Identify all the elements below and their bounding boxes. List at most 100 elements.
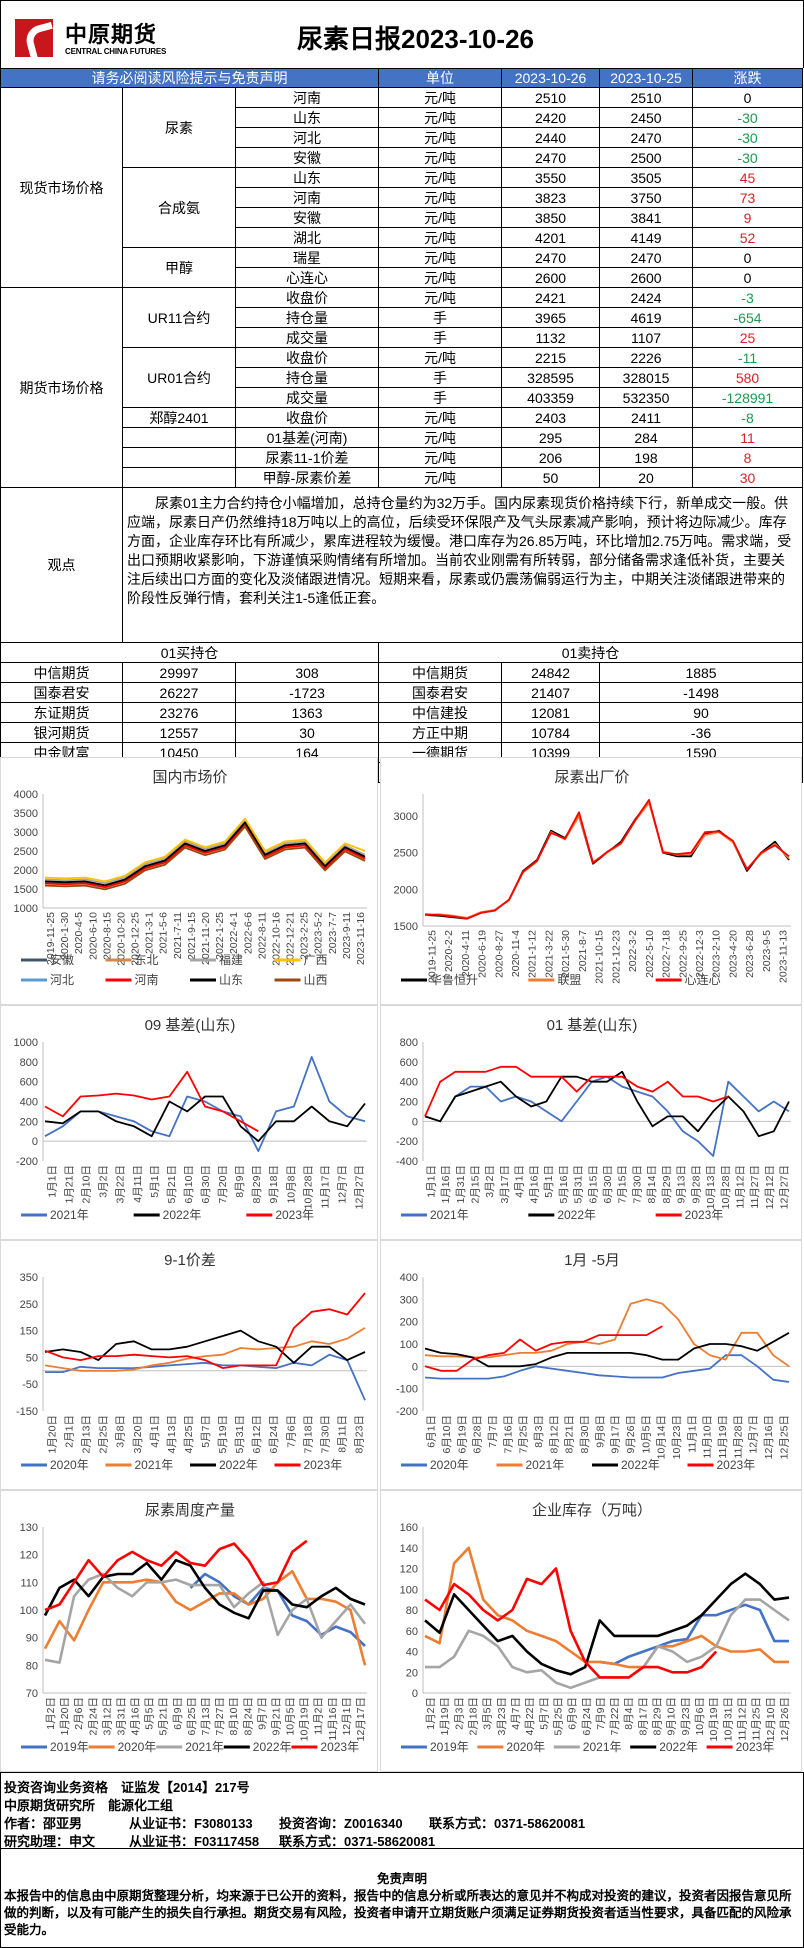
- series-line-2019年: [599, 1603, 789, 1666]
- section-label: 期货市场价格: [0, 287, 123, 488]
- x-tick-label: 2020-2-2: [443, 930, 455, 972]
- x-tick-label: 10月13日: [705, 1165, 717, 1209]
- y-tick-label: -400: [396, 1156, 418, 1168]
- y-tick-label: 2500: [394, 848, 418, 860]
- x-tick-label: 1月31日: [455, 1165, 467, 1204]
- x-tick-label: 1月1日: [47, 1165, 59, 1198]
- x-tick-label: 7月25日: [518, 1415, 530, 1454]
- chart-4: 01 基差(山东) -400 -200 0 200 400 600 800 1月1日 1月16日 1…: [380, 1005, 802, 1240]
- value-today: 2600: [501, 267, 601, 288]
- group-label: 甲醇: [122, 247, 236, 288]
- x-tick-label: 6月12日: [251, 1415, 263, 1454]
- sell-volume: 12081: [501, 702, 601, 723]
- change-value: -128991: [692, 387, 804, 408]
- unit-cell: 元/吨: [378, 167, 503, 188]
- y-tick-label: 1000: [14, 903, 38, 915]
- x-tick-label: 9月26日: [625, 1415, 637, 1454]
- y-tick-label: 800: [20, 1057, 38, 1069]
- x-tick-label: 7月16日: [502, 1415, 514, 1454]
- sell-broker: 中信期货: [378, 662, 503, 683]
- series-line-2022年: [424, 1572, 790, 1676]
- table-row: 山东 元/吨 2420 2450 -30: [1, 107, 804, 128]
- change-value: 30: [692, 467, 804, 488]
- x-tick-label: 2022-4-1: [228, 912, 240, 954]
- x-tick-label: 2023-5-2: [313, 912, 325, 954]
- x-tick-label: 5月1日: [543, 1165, 555, 1198]
- value-prev: 2500: [599, 147, 694, 168]
- value-prev: 4149: [599, 227, 694, 248]
- author-consult: 投资咨询：Z0016340: [279, 1816, 403, 1831]
- item-label: 01基差(河南): [234, 427, 380, 448]
- change-value: 45: [692, 167, 804, 188]
- item-label: 成交量: [234, 387, 380, 408]
- x-tick-label: 2020-11-4: [510, 930, 522, 977]
- item-label: 山东: [234, 167, 380, 188]
- item-label: 湖北: [234, 227, 380, 248]
- buy-change: 1363: [234, 702, 380, 723]
- value-prev: 3841: [599, 207, 694, 228]
- x-tick-label: 2021-9-15: [186, 912, 198, 960]
- x-tick-label: 2021-5-6: [158, 912, 170, 954]
- chart-title: 1月 -5月: [564, 1252, 620, 1269]
- risk-notice-link[interactable]: 请务必阅读风险提示与免责声明: [0, 68, 380, 88]
- x-tick-label: 4月22日: [524, 1697, 536, 1736]
- x-tick-label: 12月7日: [748, 1415, 760, 1454]
- series-line-2023年: [44, 1539, 308, 1612]
- x-tick-label: 10月28日: [720, 1165, 732, 1209]
- x-tick-label: 3月8日: [115, 1415, 127, 1448]
- x-tick-label: 3月2日: [98, 1165, 110, 1198]
- change-value: -11: [692, 347, 804, 368]
- x-tick-label: 9月21日: [270, 1697, 282, 1736]
- x-tick-label: 3月22日: [115, 1165, 127, 1204]
- value-today: 2420: [501, 107, 601, 128]
- x-tick-label: 2021-3-1: [144, 912, 156, 954]
- y-tick-label: 800: [400, 1037, 418, 1049]
- change-value: 0: [692, 267, 804, 288]
- x-tick-label: 2022-1-25: [214, 912, 226, 960]
- x-tick-label: 2022-7-18: [661, 930, 673, 978]
- x-tick-label: 2月25日: [98, 1415, 110, 1454]
- legend-label: 2021年: [50, 1208, 89, 1222]
- x-tick-label: 10月23日: [671, 1415, 683, 1459]
- unit-cell: 元/吨: [378, 127, 503, 148]
- series-line-山西: [44, 825, 366, 891]
- y-tick-label: 60: [406, 1626, 418, 1638]
- y-tick-label: -200: [396, 1136, 418, 1148]
- legend-label: 2022年: [219, 1458, 258, 1472]
- x-tick-label: 4月13日: [166, 1415, 178, 1454]
- y-tick-label: 0: [412, 1688, 418, 1700]
- x-tick-label: 1月1日: [425, 1165, 437, 1198]
- legend-label: 2022年: [557, 1208, 596, 1222]
- x-tick-label: 11月16日: [327, 1697, 339, 1741]
- table-row: 合成氨 山东 元/吨 3550 3505 45: [1, 167, 804, 248]
- series-line-河南: [44, 823, 366, 888]
- x-tick-label: 10月19日: [299, 1697, 311, 1741]
- change-value: -30: [692, 107, 804, 128]
- y-tick-label: 0: [412, 1116, 418, 1128]
- x-tick-label: 2月1日: [64, 1415, 76, 1448]
- x-tick-label: 2019-11-25: [45, 912, 57, 965]
- item-label: 尿素11-1价差: [234, 447, 380, 468]
- y-tick-label: 400: [400, 1272, 418, 1284]
- x-tick-label: 2020-4-5: [73, 912, 85, 954]
- change-value: -30: [692, 127, 804, 148]
- group-label: [122, 467, 236, 488]
- x-tick-label: 12月7日: [336, 1165, 348, 1204]
- y-tick-label: 100: [400, 1339, 418, 1351]
- series-line-华鲁恒升: [424, 800, 790, 920]
- x-tick-label: 8月29日: [251, 1165, 263, 1204]
- sell-broker: 中信建投: [378, 702, 503, 723]
- chart-5: 9-1价差 -150 -50 50 150 250 350 1月20日 2月1日 2月13日 2月2…: [0, 1240, 378, 1490]
- legend-label: 2023年: [304, 1458, 343, 1472]
- x-tick-label: 6月10日: [441, 1415, 453, 1454]
- y-tick-label: 160: [400, 1522, 418, 1534]
- buy-change: -1723: [234, 682, 380, 703]
- buy-broker: 东证期货: [0, 702, 123, 723]
- value-prev: 2226: [599, 347, 694, 368]
- x-tick-label: 8月12日: [548, 1415, 560, 1454]
- x-tick-label: 2021-5-30: [560, 930, 572, 978]
- legend-label: 山西: [304, 973, 328, 987]
- chart-7: 尿素周度产量 70 80 90 100 110 120 130 1月2日 1月20日 2月6日 2月2…: [0, 1490, 378, 1772]
- x-tick-label: 12月10日: [765, 1697, 777, 1741]
- buy-volume: 23276: [122, 702, 236, 723]
